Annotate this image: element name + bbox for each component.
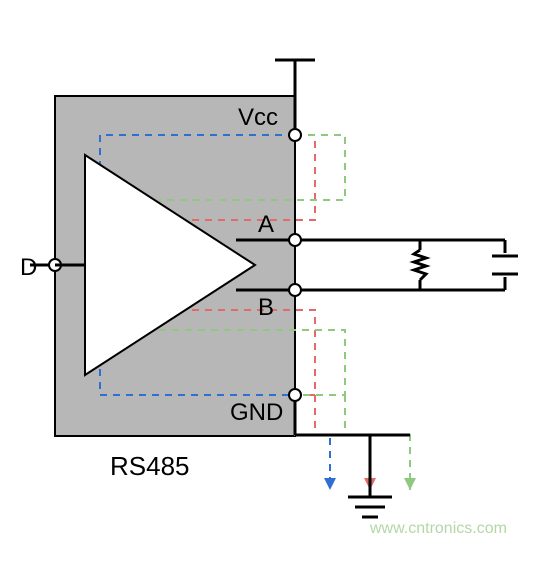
pin-label-vcc: Vcc bbox=[238, 104, 278, 131]
pin-label-d: D bbox=[20, 254, 37, 281]
pin-b bbox=[289, 284, 301, 296]
chip-label: RS485 bbox=[110, 451, 190, 481]
arrowhead-green bbox=[404, 478, 416, 490]
pin-vcc bbox=[289, 129, 301, 141]
pin-label-a: A bbox=[258, 211, 274, 238]
watermark: www.cntronics.com bbox=[369, 520, 507, 537]
pin-label-b: B bbox=[258, 294, 274, 321]
pin-gnd bbox=[289, 389, 301, 401]
resistor-icon bbox=[414, 250, 426, 280]
pin-a bbox=[289, 234, 301, 246]
pin-label-gnd: GND bbox=[230, 399, 283, 426]
arrowhead-blue bbox=[324, 478, 336, 490]
